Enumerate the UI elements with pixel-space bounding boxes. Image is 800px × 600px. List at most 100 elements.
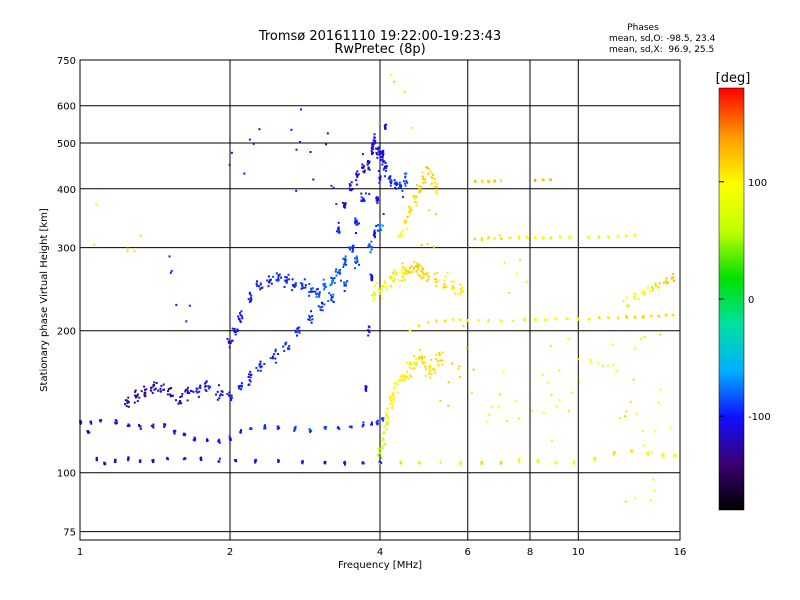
data-point — [301, 284, 303, 286]
data-point — [275, 279, 278, 282]
data-point — [258, 285, 260, 288]
data-point — [481, 179, 484, 182]
data-point — [663, 281, 665, 284]
data-point — [373, 297, 376, 299]
data-point — [318, 292, 321, 295]
data-point — [378, 460, 381, 463]
data-point — [356, 170, 359, 173]
data-point — [167, 390, 169, 392]
stats-o-line: mean, sd,O: -98.5, 23.4 — [609, 34, 716, 44]
data-point — [405, 172, 408, 175]
data-point — [240, 388, 243, 390]
data-point — [664, 314, 667, 317]
data-point — [205, 439, 208, 442]
data-point — [310, 429, 313, 432]
data-point — [370, 294, 373, 297]
data-point — [175, 303, 178, 306]
chart-title: Tromsø 20161110 19:22:00-19:23:43 — [258, 29, 501, 44]
data-point — [424, 181, 427, 184]
data-point — [435, 183, 438, 185]
data-point — [157, 389, 160, 392]
data-point — [385, 288, 388, 291]
data-point — [408, 363, 411, 366]
data-point — [269, 357, 272, 360]
data-point — [379, 152, 382, 155]
data-point — [344, 255, 347, 258]
data-point — [230, 399, 233, 402]
data-point — [434, 371, 437, 374]
data-point — [409, 267, 411, 270]
data-point — [356, 174, 359, 176]
data-point — [310, 287, 312, 290]
data-point — [405, 180, 408, 183]
data-point — [368, 243, 371, 246]
data-point — [405, 227, 408, 230]
data-point — [267, 285, 270, 288]
data-point — [153, 388, 156, 391]
data-point — [295, 148, 298, 151]
data-point — [126, 250, 129, 253]
data-point — [420, 269, 423, 272]
data-point — [379, 150, 382, 153]
data-point — [163, 423, 166, 426]
data-point — [291, 278, 294, 281]
data-point — [219, 393, 222, 396]
data-point — [349, 189, 352, 191]
data-point — [163, 425, 166, 428]
data-point — [139, 234, 142, 237]
data-point — [572, 462, 575, 465]
data-point — [470, 392, 473, 394]
data-point — [95, 458, 98, 461]
data-point — [376, 423, 379, 426]
data-point — [259, 360, 262, 363]
data-point — [294, 329, 297, 332]
data-point — [139, 425, 142, 428]
data-point — [589, 359, 592, 361]
data-point — [198, 390, 201, 393]
data-point — [126, 402, 129, 404]
data-point — [438, 351, 441, 354]
x-tick-label: 6 — [465, 547, 471, 558]
data-point — [328, 292, 331, 295]
data-point — [259, 369, 262, 372]
data-point — [379, 292, 381, 295]
data-point — [286, 276, 288, 279]
data-point — [114, 461, 117, 463]
data-point — [376, 420, 379, 423]
data-point — [480, 238, 483, 241]
data-point — [291, 289, 294, 292]
data-point — [268, 281, 270, 284]
data-point — [422, 181, 424, 184]
data-point — [335, 268, 338, 271]
data-point — [348, 246, 351, 249]
data-point — [235, 330, 238, 333]
data-point — [394, 385, 397, 387]
data-point — [317, 305, 320, 308]
data-point — [431, 176, 434, 179]
data-point — [258, 128, 261, 131]
data-point — [435, 189, 438, 192]
data-point — [416, 264, 419, 267]
data-point — [549, 345, 552, 347]
data-point — [389, 184, 392, 187]
data-point — [374, 147, 377, 150]
data-point — [402, 266, 404, 268]
data-point — [421, 171, 424, 174]
data-point — [308, 291, 311, 293]
data-point — [644, 291, 647, 294]
data-point — [391, 397, 394, 400]
data-point — [405, 361, 408, 364]
data-point — [381, 151, 383, 154]
data-point — [186, 399, 189, 402]
data-point — [657, 401, 660, 404]
data-point — [450, 287, 453, 290]
data-point — [311, 287, 314, 290]
data-point — [381, 418, 384, 420]
data-point — [378, 462, 380, 465]
data-point — [425, 273, 427, 276]
data-point — [241, 317, 244, 320]
plot-frame — [79, 59, 681, 541]
data-point — [433, 185, 436, 188]
data-point — [204, 388, 207, 391]
data-point — [355, 232, 357, 234]
